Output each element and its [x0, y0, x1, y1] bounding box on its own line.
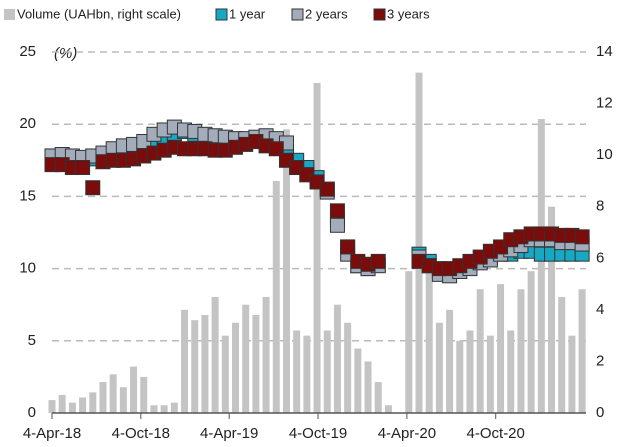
y2-tick-label: 4	[596, 301, 604, 318]
volume-bar	[170, 402, 178, 413]
x-tick-label: 4-Apr-18	[23, 425, 81, 442]
volume-bar	[119, 387, 127, 413]
volume-bar	[68, 402, 76, 413]
x-tick-label: 4-Oct-20	[467, 425, 525, 442]
volume-bar	[558, 296, 566, 413]
marker	[85, 180, 101, 196]
y-tick-label: 15	[19, 187, 36, 204]
legend-swatch	[215, 8, 228, 21]
y-tick-label: 25	[19, 43, 36, 60]
y2-tick-label: 12	[596, 95, 613, 112]
volume-bar	[313, 82, 321, 413]
volume-bar	[89, 392, 97, 413]
marker	[319, 181, 335, 197]
volume-bar	[150, 405, 158, 413]
volume-bar	[48, 400, 56, 413]
volume-bar	[537, 119, 545, 414]
volume-bar	[58, 394, 66, 413]
y-tick-label: 10	[19, 260, 36, 277]
volume-bar	[140, 376, 148, 413]
marker	[75, 160, 91, 176]
legend-label: 1 year	[229, 6, 266, 21]
legend-label: 3 years	[387, 6, 430, 21]
volume-bar	[548, 206, 556, 413]
marker	[329, 203, 345, 219]
volume-bar	[130, 366, 138, 413]
volume-bar	[415, 72, 423, 413]
volume-bar	[425, 258, 433, 413]
volume-bar	[517, 289, 525, 413]
marker	[268, 141, 284, 157]
volume-bar	[364, 361, 372, 413]
y2-tick-label: 6	[596, 249, 604, 266]
volume-bar	[221, 335, 229, 413]
volume-bar	[262, 296, 270, 413]
volume-bar	[181, 309, 189, 413]
y2-tick-label: 14	[596, 43, 613, 60]
volume-bar	[446, 309, 454, 413]
x-tick-label: 4-Apr-19	[200, 425, 258, 442]
legend-label: Volume (UAHbn, right scale)	[17, 6, 181, 21]
unit-annotation: (%)	[54, 45, 77, 62]
y2-tick-label: 0	[596, 404, 604, 421]
x-tick-label: 4-Oct-18	[112, 425, 170, 442]
y2-tick-label: 10	[596, 146, 613, 163]
y-tick-label: 20	[19, 115, 36, 132]
marker	[574, 229, 590, 245]
volume-bar	[211, 296, 219, 413]
y-tick-label: 5	[28, 332, 36, 349]
legend-swatch	[373, 8, 386, 21]
volume-bar	[191, 320, 199, 413]
volume-bar	[456, 340, 464, 413]
volume-bar	[333, 304, 341, 413]
volume-bar	[282, 129, 290, 413]
volume-bar	[109, 374, 117, 413]
legend-swatch	[4, 9, 15, 20]
volume-bar	[99, 382, 107, 413]
volume-bar	[405, 271, 413, 413]
marker	[340, 239, 356, 255]
volume-bar	[497, 284, 505, 413]
volume-bar	[384, 405, 392, 413]
volume-bar	[232, 322, 240, 413]
volume-bar	[435, 322, 443, 413]
volume-bar	[466, 330, 474, 413]
volume-bar	[79, 397, 87, 413]
legend-swatch	[291, 8, 304, 21]
volume-bar	[344, 322, 352, 413]
y2-tick-label: 2	[596, 352, 604, 369]
volume-bar	[527, 271, 535, 413]
volume-bar	[568, 335, 576, 413]
volume-bar	[507, 330, 515, 413]
volume-bar	[252, 315, 260, 413]
volume-bar	[242, 304, 250, 413]
marker	[370, 253, 386, 269]
volume-bar	[578, 289, 586, 413]
volume-bar	[354, 348, 362, 413]
legend-label: 2 years	[305, 6, 348, 21]
x-tick-label: 4-Apr-20	[378, 425, 436, 442]
volume-bar	[272, 180, 280, 413]
marker	[329, 217, 345, 233]
volume-bar	[160, 405, 168, 413]
volume-bar	[293, 330, 301, 413]
volume-bar	[476, 289, 484, 413]
volume-bar	[303, 335, 311, 413]
volume-bar	[374, 382, 382, 413]
volume-bar	[201, 315, 209, 413]
x-tick-label: 4-Oct-19	[289, 425, 347, 442]
y2-tick-label: 8	[596, 198, 604, 215]
volume-bar	[323, 330, 331, 413]
y-tick-label: 0	[28, 404, 36, 421]
volume-bar	[486, 335, 494, 413]
